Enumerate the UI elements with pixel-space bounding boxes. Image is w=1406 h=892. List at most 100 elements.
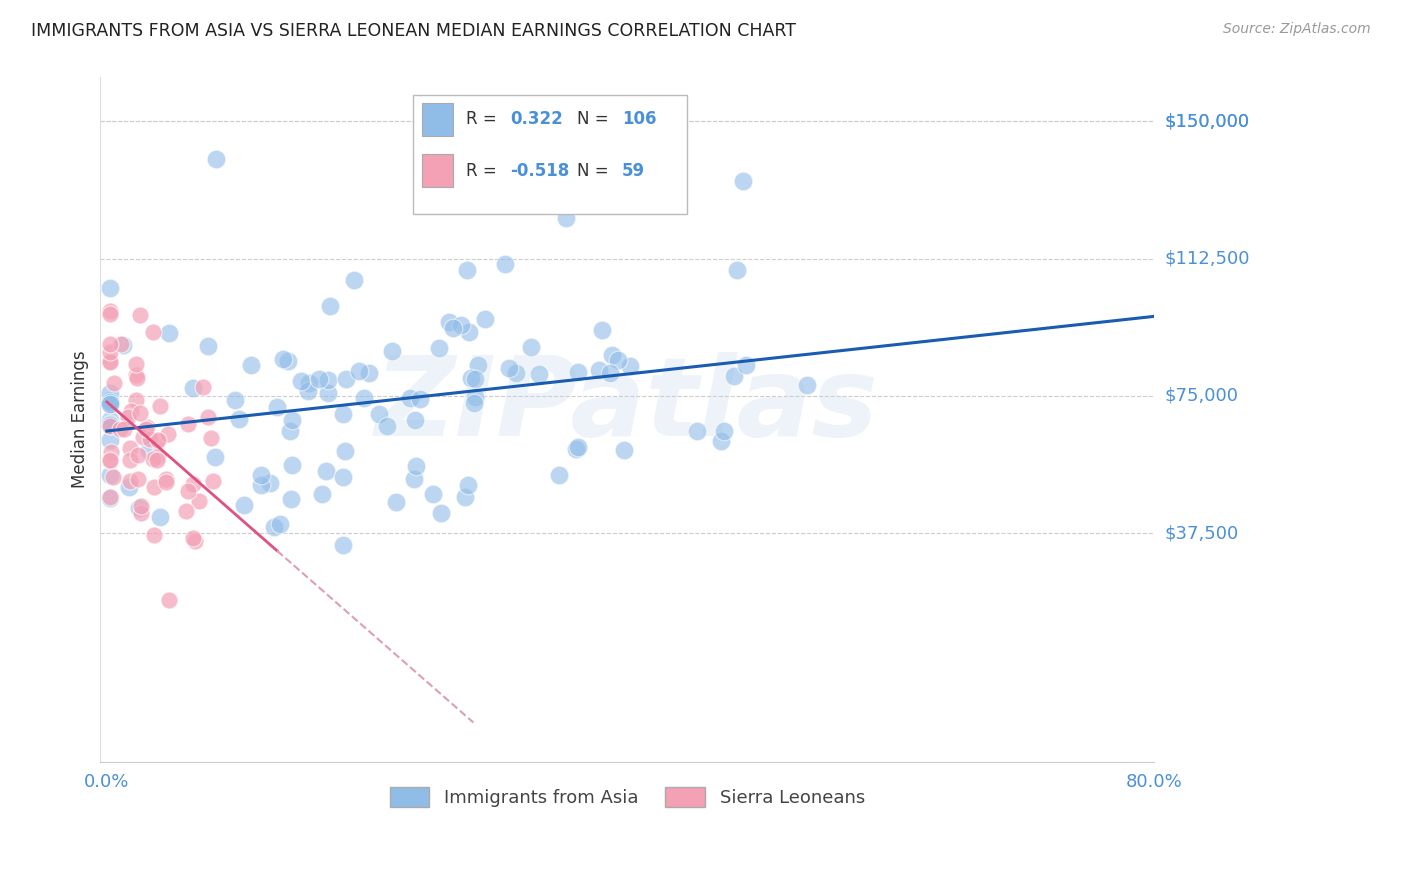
Point <box>269 516 291 531</box>
Point <box>224 392 246 407</box>
Point <box>457 325 479 339</box>
Point <box>408 392 430 407</box>
Point <box>332 538 354 552</box>
Point <box>127 472 149 486</box>
Point <box>98 281 121 295</box>
Point <box>723 369 745 384</box>
Point <box>146 453 169 467</box>
Point <box>318 373 340 387</box>
Point <box>271 352 294 367</box>
Point <box>796 378 818 392</box>
Point <box>725 263 748 277</box>
Point <box>125 357 148 371</box>
Point <box>181 477 204 491</box>
Point <box>280 491 302 506</box>
Point <box>103 470 125 484</box>
Point <box>599 367 621 381</box>
Text: Source: ZipAtlas.com: Source: ZipAtlas.com <box>1223 22 1371 37</box>
Point <box>98 418 121 433</box>
FancyBboxPatch shape <box>422 154 453 187</box>
Point <box>404 472 426 486</box>
Point <box>112 338 135 352</box>
Point <box>155 475 177 489</box>
Point <box>184 534 207 549</box>
Text: 106: 106 <box>621 111 657 128</box>
Point <box>505 366 527 380</box>
Point <box>197 339 219 353</box>
Point <box>332 470 354 484</box>
Text: R =: R = <box>465 161 502 179</box>
Point <box>128 308 150 322</box>
Point <box>332 407 354 421</box>
Point <box>177 417 200 431</box>
Point <box>108 422 131 436</box>
Point <box>157 427 180 442</box>
Point <box>142 528 165 542</box>
Point <box>250 477 273 491</box>
Point <box>174 504 197 518</box>
Point <box>146 433 169 447</box>
Point <box>713 424 735 438</box>
Point <box>146 449 169 463</box>
Point <box>381 343 404 358</box>
Point <box>735 359 758 373</box>
Point <box>98 433 121 447</box>
Point <box>607 352 630 367</box>
Point <box>457 478 479 492</box>
Point <box>342 273 364 287</box>
Point <box>319 299 342 313</box>
Point <box>520 340 543 354</box>
Point <box>567 440 589 454</box>
Point <box>98 397 121 411</box>
Point <box>427 341 450 355</box>
Point <box>422 487 444 501</box>
Point <box>127 448 149 462</box>
Point <box>120 404 142 418</box>
Y-axis label: Median Earnings: Median Earnings <box>72 351 89 489</box>
Point <box>454 490 477 504</box>
Text: ZIPatlas: ZIPatlas <box>375 352 879 459</box>
Point <box>567 365 589 379</box>
Point <box>187 494 209 508</box>
Text: $150,000: $150,000 <box>1164 112 1250 130</box>
Text: N =: N = <box>576 161 613 179</box>
Point <box>233 498 256 512</box>
FancyBboxPatch shape <box>413 95 688 214</box>
Text: IMMIGRANTS FROM ASIA VS SIERRA LEONEAN MEDIAN EARNINGS CORRELATION CHART: IMMIGRANTS FROM ASIA VS SIERRA LEONEAN M… <box>31 22 796 40</box>
Point <box>405 458 427 473</box>
Point <box>129 499 152 513</box>
Point <box>298 376 321 390</box>
Point <box>554 211 576 225</box>
Point <box>281 413 304 427</box>
Point <box>315 464 337 478</box>
Point <box>98 490 121 504</box>
Point <box>177 484 200 499</box>
Point <box>259 476 281 491</box>
Point <box>588 363 610 377</box>
Point <box>118 441 141 455</box>
Point <box>98 385 121 400</box>
Point <box>98 337 121 351</box>
Point <box>200 431 222 445</box>
Point <box>98 353 121 368</box>
Point <box>159 326 181 341</box>
Point <box>456 263 478 277</box>
Point <box>404 413 426 427</box>
Point <box>110 337 132 351</box>
Point <box>98 304 121 318</box>
Point <box>464 390 486 404</box>
Legend: Immigrants from Asia, Sierra Leoneans: Immigrants from Asia, Sierra Leoneans <box>382 780 872 814</box>
Point <box>129 506 152 520</box>
Point <box>463 396 485 410</box>
Point <box>564 442 586 457</box>
Point <box>250 468 273 483</box>
Point <box>117 409 139 424</box>
Point <box>710 434 733 448</box>
Point <box>460 371 482 385</box>
Point <box>280 424 302 438</box>
Point <box>125 368 148 382</box>
Point <box>308 372 330 386</box>
Point <box>197 410 219 425</box>
Point <box>112 421 135 435</box>
Point <box>139 432 162 446</box>
